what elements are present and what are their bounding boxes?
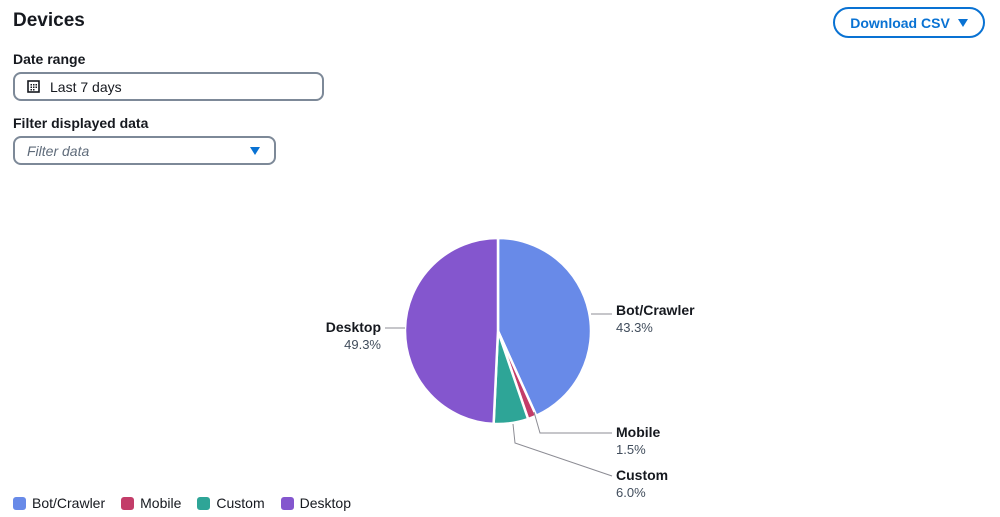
slice-label: Desktop	[326, 319, 381, 335]
legend-swatch	[121, 496, 135, 510]
slice-label: Bot/Crawler	[616, 302, 695, 318]
slice-label: Mobile	[616, 424, 661, 440]
leader-line	[533, 411, 612, 434]
legend-item[interactable]: Bot/Crawler	[13, 495, 105, 511]
caret-down-icon	[250, 146, 260, 155]
pie-slice-desktop[interactable]	[403, 236, 500, 426]
legend-label: Mobile	[140, 495, 182, 511]
pie-slice-bot-crawler[interactable]	[496, 236, 593, 418]
leader-line	[512, 423, 613, 477]
filter-placeholder: Filter data	[27, 142, 90, 159]
download-csv-label: Download CSV	[850, 14, 950, 31]
date-range-label: Date range	[13, 51, 86, 67]
legend-swatch	[280, 496, 294, 510]
legend-item[interactable]: Mobile	[121, 495, 181, 511]
legend-item[interactable]: Desktop	[280, 495, 351, 511]
slice-label: Custom	[616, 467, 668, 483]
date-range-value: Last 7 days	[50, 78, 122, 95]
page-title: Devices	[13, 10, 85, 31]
legend-item[interactable]: Custom	[197, 495, 265, 511]
calendar-icon	[27, 80, 40, 93]
legend-label: Desktop	[299, 495, 351, 511]
slice-value-label: 49.3%	[344, 337, 381, 352]
legend-label: Bot/Crawler	[32, 495, 106, 511]
date-range-picker[interactable]: Last 7 days	[13, 72, 324, 101]
filter-label: Filter displayed data	[13, 115, 149, 131]
legend-swatch	[13, 496, 26, 510]
caret-down-icon	[957, 18, 968, 27]
legend-label: Custom	[216, 495, 265, 511]
download-csv-button[interactable]: Download CSV	[833, 7, 985, 38]
legend-swatch	[197, 496, 211, 510]
slice-value-label: 6.0%	[616, 485, 646, 500]
filter-select[interactable]: Filter data	[13, 136, 276, 165]
chart-legend: Bot/Crawler Mobile Custom Desktop	[13, 495, 351, 511]
slice-value-label: 43.3%	[616, 320, 653, 335]
slice-value-label: 1.5%	[616, 442, 646, 457]
